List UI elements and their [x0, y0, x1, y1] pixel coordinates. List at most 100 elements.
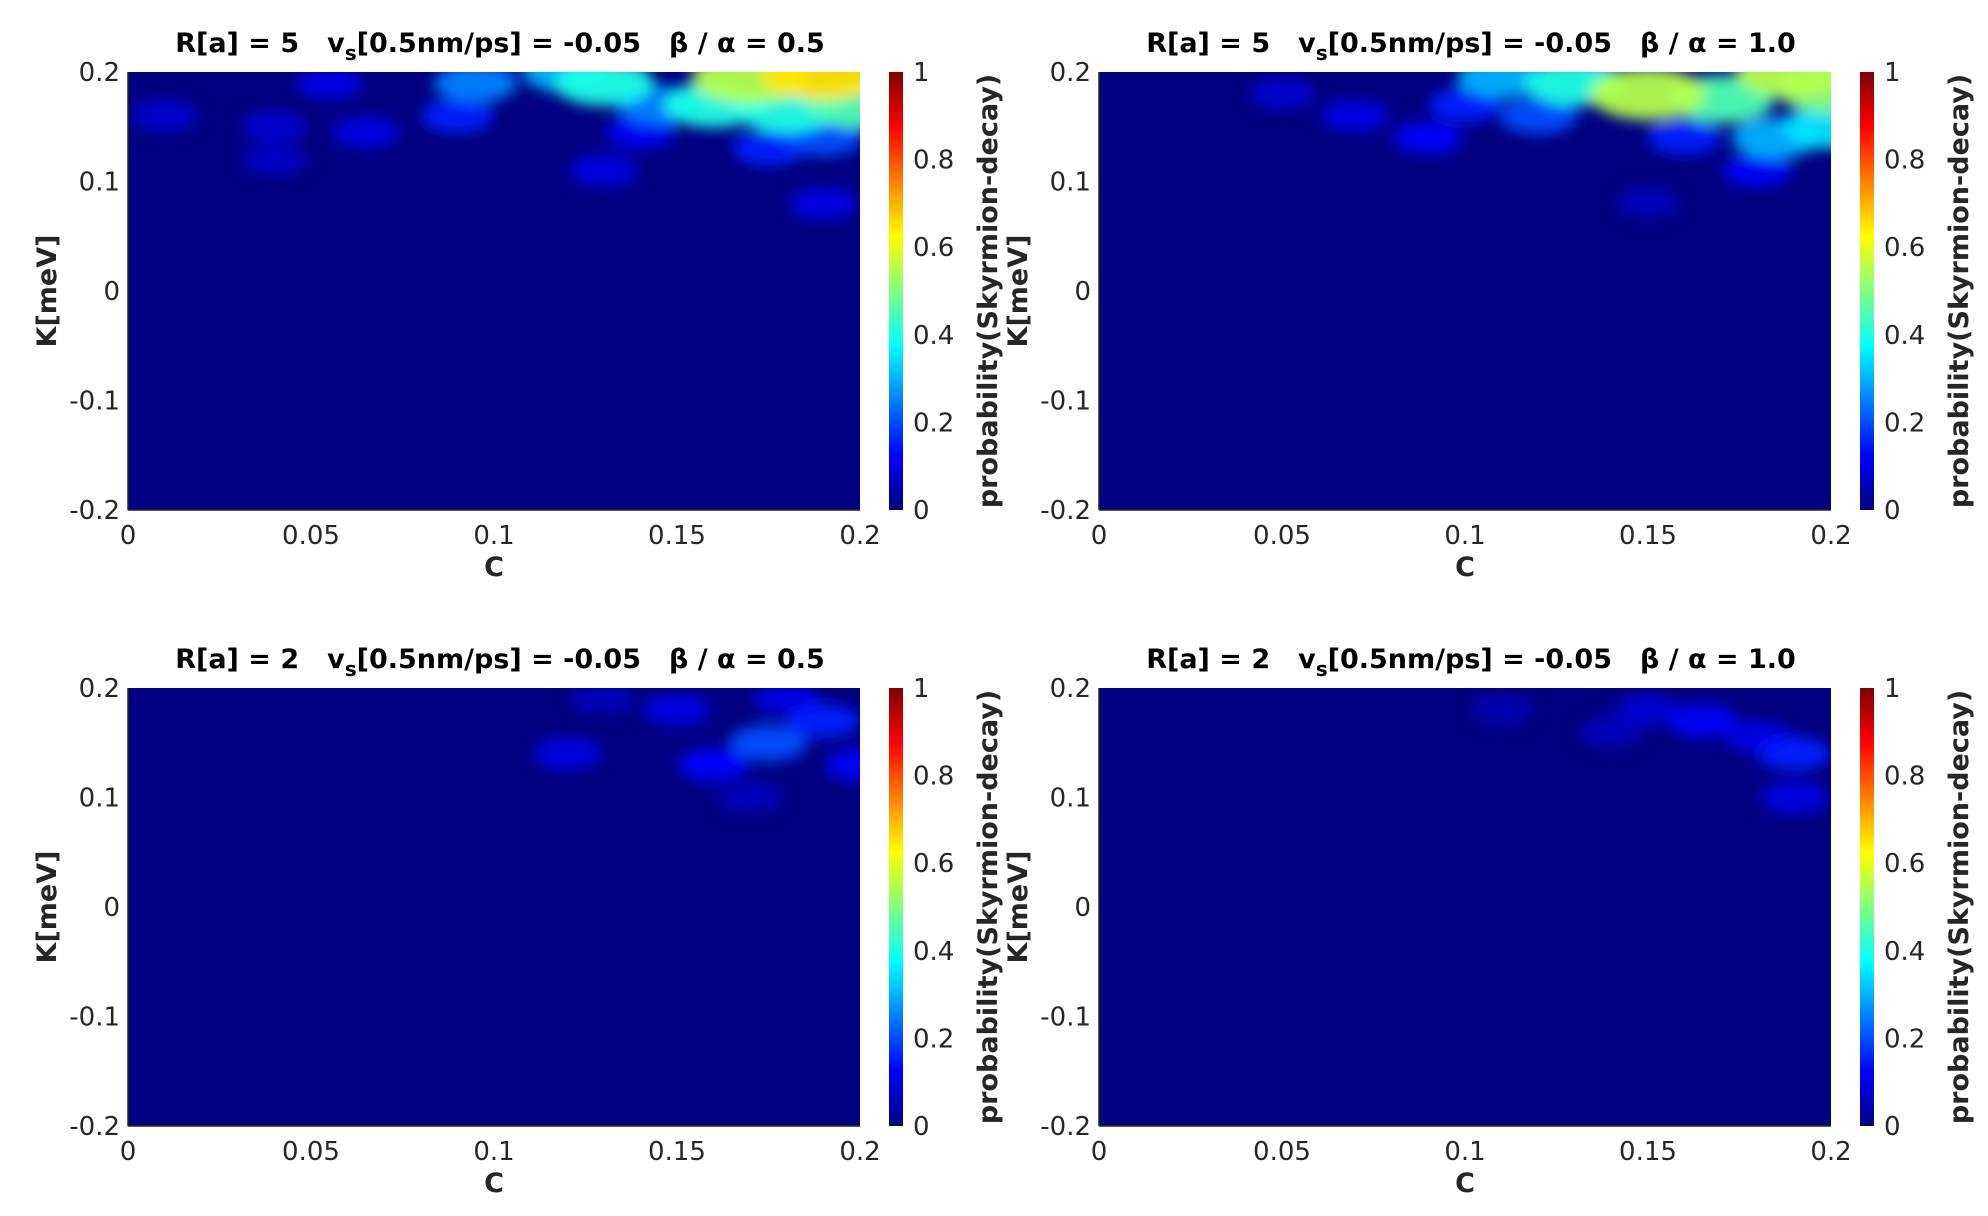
title-velocity-value: [0.5nm/ps] = -0.05	[357, 644, 641, 675]
x-tick-label: 0.05	[1253, 521, 1311, 551]
y-tick-label: 0.1	[79, 784, 120, 814]
heatmap-cell	[1249, 78, 1315, 110]
y-tick-label: -0.2	[69, 496, 120, 526]
heatmap-cell	[759, 72, 860, 101]
colorbar-tick-label: 0.6	[1884, 849, 1925, 879]
heatmap-cell	[295, 72, 363, 100]
heatmap-cell	[718, 782, 782, 813]
colorbar-tick-label: 0.4	[1884, 937, 1925, 967]
heatmap-cell	[1736, 72, 1831, 99]
colorbar-tick-label: 0.4	[913, 321, 954, 351]
y-tick-label: 0	[1074, 893, 1091, 923]
heatmap-cell	[1615, 694, 1681, 726]
x-tick-label: 0.05	[282, 1137, 340, 1167]
title-radius: R[a] = 5	[1146, 28, 1270, 59]
heatmap-cells	[533, 688, 860, 813]
heatmap-cell	[1393, 121, 1463, 155]
y-tick-label: -0.2	[1040, 496, 1091, 526]
colorbar-tick-label: 0.4	[1884, 321, 1925, 351]
title-velocity: v	[1298, 644, 1316, 675]
x-tick-label: 0.2	[839, 521, 880, 551]
y-tick-label: 0.2	[1050, 674, 1091, 704]
heatmap-cell	[433, 72, 518, 103]
title-velocity: v	[327, 28, 345, 59]
colorbar-tick-label: 0	[1884, 1112, 1901, 1142]
title-velocity-value: [0.5nm/ps] = -0.05	[1328, 644, 1612, 675]
heatmap-cell	[1723, 153, 1793, 188]
colorbar-tick-label: 0.6	[913, 849, 954, 879]
heatmap-cell	[572, 688, 636, 715]
y-tick-label: -0.1	[69, 1003, 120, 1033]
heatmap-cell	[787, 703, 860, 739]
heatmap-panel: R[a] = 5 vs[0.5nm/ps] = -0.05 β / α = 0.5 0…	[32, 28, 1004, 583]
colorbar-tick-label: 0.6	[913, 233, 954, 263]
x-axis-label: C	[484, 552, 504, 583]
colorbar-tick-label: 1	[913, 674, 930, 704]
x-tick-label: 0	[120, 1137, 137, 1167]
y-tick-label: 0	[103, 893, 120, 923]
title-radius: R[a] = 5	[175, 28, 299, 59]
heatmap-cell	[553, 72, 654, 106]
y-tick-label: -0.2	[1040, 1112, 1091, 1142]
heatmap-cell	[1616, 188, 1680, 219]
heatmap-cell	[789, 187, 857, 220]
heatmap-cell	[729, 724, 808, 762]
heatmap-cells	[1249, 72, 1831, 219]
x-tick-label: 0.15	[1619, 521, 1677, 551]
colorbar	[1860, 688, 1874, 1126]
title-velocity: v	[327, 644, 345, 675]
chart-title: R[a] = 5 vs[0.5nm/ps] = -0.05 β / α = 1.0	[1146, 28, 1796, 65]
heatmap-panel: R[a] = 5 vs[0.5nm/ps] = -0.05 β / α = 1.0 0…	[1003, 28, 1975, 583]
x-tick-label: 0.1	[1444, 521, 1485, 551]
heatmap-cell	[242, 144, 307, 176]
y-tick-label: -0.1	[1040, 1003, 1091, 1033]
colorbar-tick-label: 1	[1884, 58, 1901, 88]
x-axis-label: C	[1455, 552, 1475, 583]
colorbar-label: probability(Skyrmion-decay)	[973, 74, 1004, 508]
plot-area	[1099, 688, 1831, 1126]
heatmap-blur-group	[533, 688, 860, 813]
y-tick-label: 0.1	[79, 168, 120, 198]
colorbar-tick-label: 0.2	[1884, 1024, 1925, 1054]
title-velocity-subscript: s	[1316, 657, 1328, 681]
x-tick-label: 0.2	[1810, 1137, 1851, 1167]
y-tick-label: 0.2	[1050, 58, 1091, 88]
y-axis-label: K[meV]	[1003, 235, 1034, 348]
x-axis-label: C	[1455, 1168, 1475, 1199]
x-axis-label: C	[484, 1168, 504, 1199]
heatmap-blur-group	[1249, 72, 1831, 219]
heatmap-cell	[533, 737, 601, 770]
heatmap-cell	[1648, 120, 1721, 155]
y-tick-label: 0.2	[79, 674, 120, 704]
heatmap-cell	[1758, 736, 1831, 771]
heatmap-cell	[1668, 704, 1738, 738]
colorbar-label: probability(Skyrmion-decay)	[973, 690, 1004, 1124]
heatmap-cell	[825, 748, 860, 782]
y-tick-label: 0	[1074, 277, 1091, 307]
colorbar-tick-label: 0	[913, 496, 930, 526]
y-tick-label: 0.1	[1050, 168, 1091, 198]
colorbar-tick-label: 0	[1884, 496, 1901, 526]
y-tick-label: -0.1	[69, 387, 120, 417]
title-velocity-subscript: s	[345, 41, 357, 65]
heatmap-cell	[1760, 781, 1828, 814]
x-tick-label: 0.1	[473, 1137, 514, 1167]
heatmap-blur-group	[1470, 694, 1831, 814]
title-velocity-value: [0.5nm/ps] = -0.05	[1328, 28, 1612, 59]
y-tick-label: 0	[103, 277, 120, 307]
colorbar-tick-label: 0	[913, 1112, 930, 1142]
plot-area	[1099, 72, 1831, 510]
y-tick-label: -0.1	[1040, 387, 1091, 417]
colorbar	[889, 688, 903, 1126]
heatmap-cell	[1321, 99, 1389, 132]
x-tick-label: 0.1	[473, 521, 514, 551]
y-axis-label: K[meV]	[32, 235, 63, 348]
chart-title: R[a] = 2 vs[0.5nm/ps] = -0.05 β / α = 0.5	[175, 644, 825, 681]
heatmap-cells	[1470, 694, 1831, 814]
y-tick-label: 0.2	[79, 58, 120, 88]
colorbar-tick-label: 0.8	[913, 762, 954, 792]
x-tick-label: 0.05	[282, 521, 340, 551]
chart-title: R[a] = 5 vs[0.5nm/ps] = -0.05 β / α = 0.5	[175, 28, 825, 65]
x-tick-label: 0.15	[648, 1137, 706, 1167]
title-beta-alpha: β / α = 0.5	[669, 28, 825, 59]
